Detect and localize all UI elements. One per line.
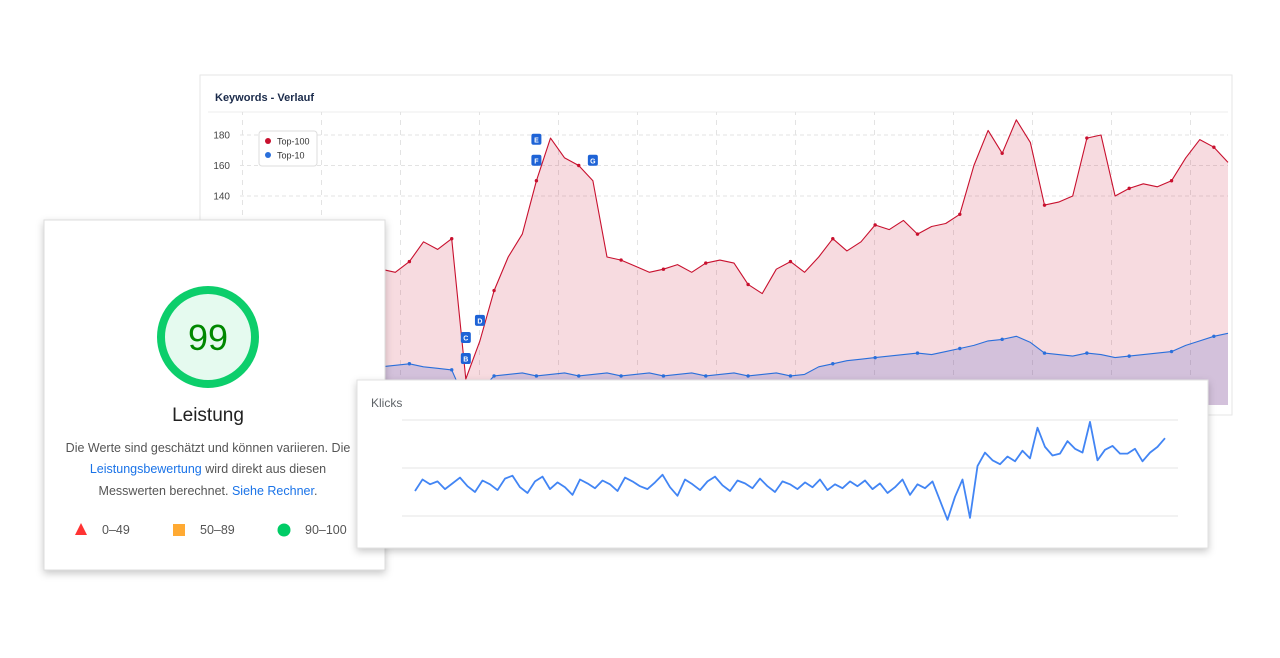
point [661,374,666,378]
legend-icon-pass [277,523,291,537]
link[interactable]: Leistungsbewertung [90,462,202,476]
legend-icon-average [173,524,185,536]
point [1127,186,1131,191]
area [240,119,1228,405]
score-value: 99 [188,317,228,358]
legend-label: 0–49 [102,523,130,537]
annotation-flag [460,332,471,343]
point [534,179,539,183]
point [873,223,877,227]
y-tick-label: 160 [213,161,230,172]
point [492,374,496,378]
point [704,261,708,265]
line [414,421,1166,521]
point [1085,136,1089,140]
score-title: Leistung [172,405,244,426]
chart-title: Klicks [371,396,402,410]
point [1042,351,1047,355]
point [746,282,750,287]
description: Leistungsbewertung wird direkt aus diese… [90,462,326,476]
link[interactable]: Siehe Rechner [232,484,315,498]
legend-marker [265,138,271,144]
chart-title: Keywords - Verlauf [215,92,314,104]
point [619,258,623,262]
description-text: Messwerten berechnet. [99,484,232,498]
annotation-flag [460,353,471,364]
annotation-label: B [463,357,468,364]
point [915,232,920,236]
point [450,368,454,372]
point [873,355,877,360]
legend-box [258,130,318,167]
description-text: . [314,484,317,498]
point [450,237,454,241]
legend-icon-fail [75,523,87,535]
annotation-flag [531,133,542,145]
line [239,119,1229,380]
legend-label: Top-100 [277,137,310,147]
y-tick-label: 140 [213,192,230,203]
annotation-label: C [463,336,468,343]
point [661,267,666,271]
clicks-card: Klicks [356,379,1209,549]
point [577,374,581,378]
line [240,332,1229,403]
description: Die Werte sind geschätzt und können vari… [66,441,351,455]
annotation-flag [474,314,485,326]
point [577,163,581,168]
point [1000,151,1004,155]
annotation-label: E [534,137,539,144]
legend-label: 90–100 [305,523,347,537]
annotation-label: F [534,158,539,165]
point [1127,354,1131,358]
score-gauge [157,286,259,388]
point [704,374,708,378]
annotation-label: G [590,158,596,165]
card-background [356,379,1209,549]
point [407,259,412,264]
point [831,237,835,241]
keywords-card: Keywords - Verlauf 140 160 180 Top-100 Top-1… [199,74,1233,416]
point [746,374,750,378]
description-text: wird direkt aus diesen [202,462,326,476]
point [1169,349,1174,354]
point [1085,351,1089,355]
point [958,212,962,216]
annotation-flag [587,154,598,166]
annotation-flag [531,154,542,166]
point [958,346,962,351]
point [619,374,623,378]
point [1212,334,1216,338]
point [1212,145,1216,149]
description: Messwerten berechnet. Siehe Rechner. [99,484,318,498]
vertical-grid [240,112,1228,405]
point [534,374,539,378]
legend-label: Top-10 [277,151,305,161]
point [1169,179,1174,183]
score-card: 99 Leistung Die Werte sind geschätzt und… [43,219,386,571]
point [788,259,793,264]
point [1000,337,1004,342]
point [788,374,793,378]
point [1042,203,1047,207]
point [915,351,920,355]
point [492,288,496,293]
y-tick-label: 180 [213,131,230,142]
annotation-label: D [477,318,482,325]
legend-marker [265,152,271,158]
point [407,362,412,366]
legend-label: 50–89 [200,523,235,537]
card-background [43,219,386,571]
point [831,362,835,366]
